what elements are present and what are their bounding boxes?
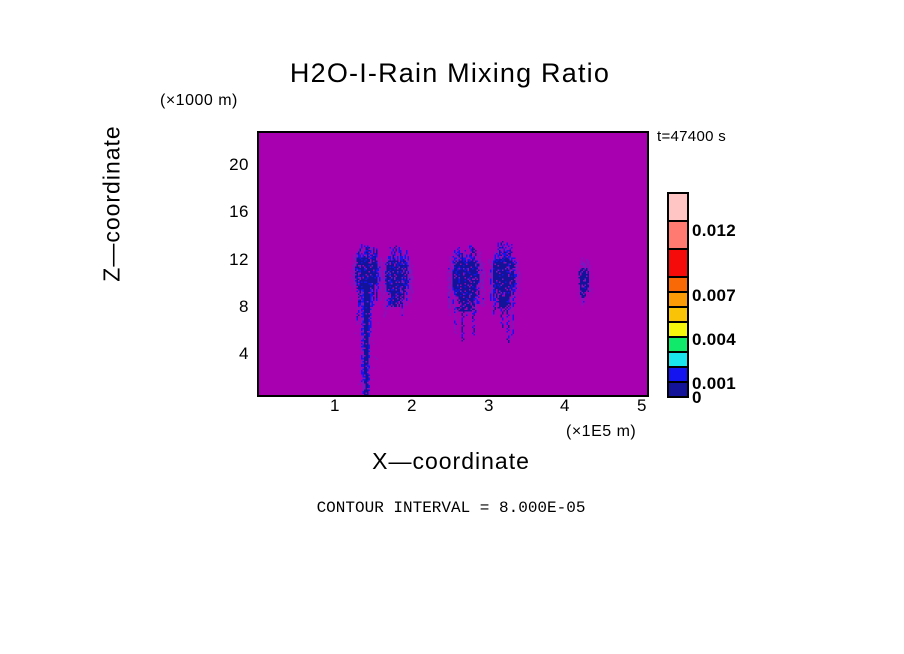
x-axis-tick-labels: 1 2 3 4 5 — [257, 396, 646, 420]
colorbar-tick-0001: 0.001 — [692, 374, 737, 393]
colorbar-tick-0004: 0.004 — [692, 330, 737, 349]
colorbar-tick-0: 0 — [692, 388, 702, 407]
colorbar-band-6 — [669, 323, 687, 338]
x-tick-1: 1 — [330, 396, 340, 415]
colorbar-tick-0012: 0.012 — [692, 221, 737, 240]
colorbar-band-5 — [669, 308, 687, 323]
x-tick-5: 5 — [637, 396, 647, 415]
y-axis-unit-label: (×1000 m) — [160, 92, 238, 109]
colorbar-band-8 — [669, 353, 687, 368]
x-tick-3: 3 — [484, 396, 494, 415]
x-tick-4: 4 — [560, 396, 570, 415]
chart-title-text: H2O-I-Rain Mixing Ratio — [289, 58, 611, 88]
colorbar-band-7 — [669, 338, 687, 353]
contour-plot-area[interactable] — [257, 131, 649, 397]
chart-title: H2O-I-Rain Mixing Ratio — [0, 58, 904, 89]
contour-interval-note: CONTOUR INTERVAL = 8.000E-05 — [316, 499, 586, 517]
colorbar-band-4 — [669, 293, 687, 308]
colorbar-band-2 — [669, 250, 687, 278]
y-tick-12: 12 — [229, 250, 249, 269]
x-tick-2: 2 — [407, 396, 417, 415]
colorbar[interactable] — [667, 192, 689, 398]
timestamp-label: t=47400 s — [657, 128, 727, 145]
colorbar-band-0 — [669, 194, 687, 222]
x-axis-unit-label: (×1E5 m) — [566, 423, 637, 440]
x-axis-title: X—coordinate — [372, 448, 530, 474]
y-tick-8: 8 — [239, 297, 249, 316]
colorbar-band-9 — [669, 368, 687, 383]
y-tick-4: 4 — [239, 344, 249, 363]
colorbar-band-1 — [669, 222, 687, 250]
y-axis-tick-labels: 20 16 12 8 4 — [203, 131, 249, 393]
colorbar-tick-0007: 0.007 — [692, 286, 737, 305]
colorbar-tick-labels: 0.012 0.007 0.004 0.001 0 — [692, 192, 802, 407]
y-axis-title: Z—coordinate — [98, 125, 125, 282]
y-tick-16: 16 — [229, 202, 249, 221]
colorbar-band-10 — [669, 383, 687, 396]
rain-mixing-ratio-field — [259, 133, 647, 395]
y-tick-20: 20 — [229, 155, 249, 174]
colorbar-band-3 — [669, 278, 687, 293]
